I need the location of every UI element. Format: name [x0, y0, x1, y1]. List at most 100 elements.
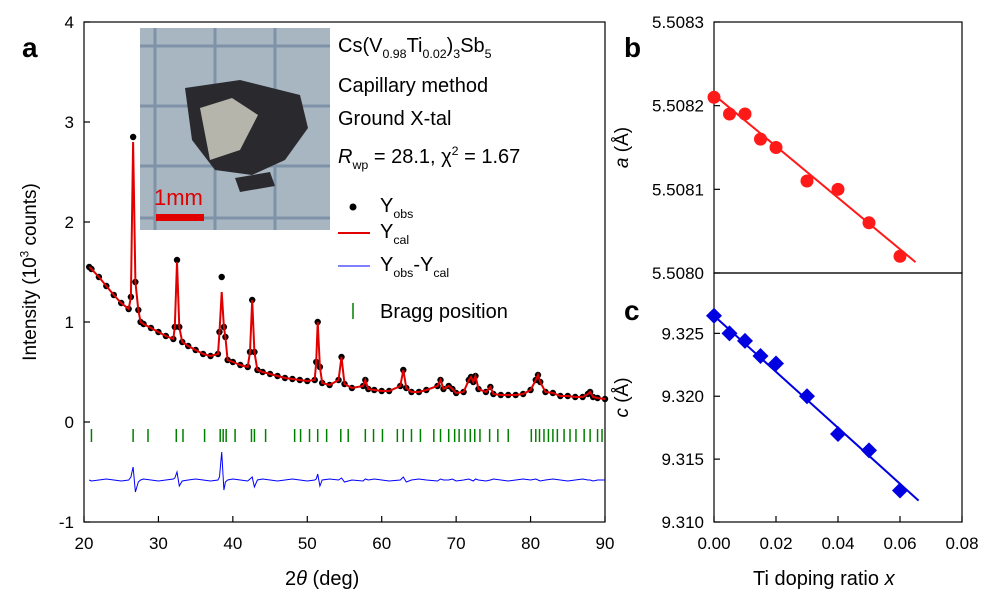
- y-axis-label-part: (Å): [612, 127, 633, 158]
- y-tick-label: 2: [65, 213, 74, 232]
- point: [800, 174, 814, 188]
- x-axis-label-part: (deg): [307, 568, 359, 590]
- obs-dot: [129, 133, 137, 141]
- x-tick-label: 0.00: [697, 534, 730, 553]
- x-tick-label: 0.08: [945, 534, 978, 553]
- x-tick-label: 60: [372, 534, 391, 553]
- obs-dot: [218, 273, 225, 281]
- y-tick-label: 5.5082: [652, 97, 704, 116]
- formula-part: 5: [485, 47, 492, 61]
- point: [706, 307, 722, 324]
- point: [752, 348, 769, 364]
- plot-frame: [713, 21, 963, 274]
- point: [754, 132, 767, 146]
- fit-stats: Rwp = 28.1, χ2 = 1.67: [338, 144, 520, 172]
- y-axis-label-part: (Å): [612, 377, 633, 408]
- legend-label: Ycal: [380, 221, 409, 247]
- formula-part: ): [447, 35, 454, 57]
- formula-part: Sb: [460, 35, 484, 57]
- point: [862, 216, 876, 230]
- x-tick-label: 70: [447, 534, 466, 553]
- y-tick-label: 5.5083: [652, 13, 704, 32]
- fit-line: [713, 94, 917, 263]
- formula-part: Ti: [407, 35, 423, 57]
- cal-line: [88, 141, 606, 400]
- x-tick-label: 50: [298, 534, 317, 553]
- point: [737, 332, 753, 349]
- y-tick-label: 9.320: [661, 387, 704, 406]
- fit-stats-part: wp: [351, 158, 368, 172]
- x-tick-label: 20: [75, 534, 94, 553]
- point: [721, 325, 738, 342]
- y-tick-label: -1: [59, 513, 74, 532]
- legend-label-part: Y: [380, 195, 393, 217]
- crystal-reflection: [200, 98, 258, 160]
- point: [799, 388, 815, 405]
- x-axis-label: 2θ (deg): [285, 568, 359, 590]
- y-axis-label: Intensity (103 counts): [18, 183, 41, 361]
- formula-part: 0.02: [423, 47, 447, 61]
- x-tick-label: 0.04: [821, 534, 854, 553]
- legend-marker: [349, 203, 357, 211]
- y-axis-label: a (Å): [612, 127, 633, 168]
- x-tick-label: 30: [149, 534, 168, 553]
- y-axis-label-part: Intensity (10: [20, 257, 41, 361]
- legend-label-part: Y: [380, 254, 393, 276]
- formula-part: Cs(V: [338, 35, 383, 57]
- y-axis-label-part: a: [612, 158, 633, 169]
- y-tick-label: 3: [65, 113, 74, 132]
- point: [892, 482, 908, 499]
- plot-frame: [713, 272, 963, 523]
- y-tick-label: 9.325: [661, 324, 704, 343]
- y-axis-label-part: counts): [20, 183, 41, 251]
- panel-label: a: [22, 32, 38, 63]
- legend-label-part: Y: [380, 221, 393, 243]
- obs-dot: [173, 256, 181, 264]
- fit-stats-part: R: [338, 146, 352, 168]
- legend-label-part: obs: [393, 207, 413, 221]
- x-tick-label: 0.06: [883, 534, 916, 553]
- x-tick-label: 90: [596, 534, 615, 553]
- x-tick-label: 80: [521, 534, 540, 553]
- point: [707, 90, 721, 104]
- scale-bar: [156, 214, 204, 221]
- formula-part: 3: [453, 47, 460, 61]
- legend-label: Yobs-Ycal: [380, 254, 449, 280]
- legend-label-part: obs: [393, 266, 413, 280]
- x-axis-label: Ti doping ratio x: [753, 568, 896, 590]
- panel-label: c: [624, 295, 640, 326]
- point: [769, 141, 783, 154]
- legend-label-part: -Y: [413, 254, 433, 276]
- point: [723, 107, 736, 121]
- y-axis-label: c (Å): [612, 377, 633, 417]
- point: [768, 355, 784, 372]
- y-tick-label: 1: [65, 313, 74, 332]
- fit-line: [713, 315, 920, 502]
- y-tick-label: 9.315: [661, 450, 704, 469]
- x-axis-label-part: Ti doping ratio: [753, 568, 885, 590]
- formula-part: 0.98: [382, 47, 406, 61]
- legend-label: Yobs: [380, 195, 413, 221]
- x-axis-label-part: θ: [296, 568, 307, 590]
- point: [893, 249, 907, 263]
- legend-label: Bragg position: [380, 301, 508, 323]
- formula: Cs(V0.98Ti0.02)3Sb5: [338, 35, 492, 61]
- y-axis-label-part: c: [612, 408, 633, 418]
- y-axis-label-part: 3: [18, 250, 31, 257]
- annotation: Ground X-tal: [338, 108, 451, 130]
- y-tick-label: 5.5081: [652, 180, 704, 199]
- legend-label-part: cal: [393, 233, 409, 247]
- point: [831, 182, 845, 196]
- fit-stats-part: 2: [452, 144, 459, 158]
- legend-label-part: cal: [433, 266, 449, 280]
- x-axis-label-part: x: [884, 568, 896, 590]
- fit-stats-part: = 1.67: [459, 146, 521, 168]
- y-tick-label: 9.310: [661, 513, 704, 532]
- x-tick-label: 40: [223, 534, 242, 553]
- scale-label: 1mm: [154, 185, 203, 210]
- diff-line: [88, 451, 605, 493]
- x-tick-label: 0.02: [759, 534, 792, 553]
- point: [738, 107, 752, 121]
- point: [830, 425, 846, 442]
